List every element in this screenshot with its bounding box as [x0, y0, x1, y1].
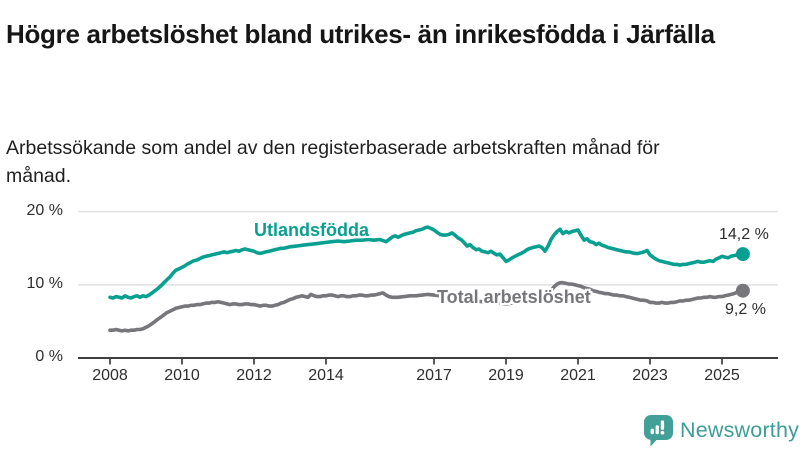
series-line-utlandsfodda	[108, 225, 745, 300]
chart-subtitle: Arbetssökande som andel av den registerb…	[6, 136, 660, 187]
series-line-total	[108, 280, 745, 333]
x-axis-label: 2012	[236, 367, 272, 384]
x-axis-label: 2019	[488, 367, 524, 384]
series-label-utlandsfodda: Utlandsfödda	[254, 220, 369, 240]
x-axis-label: 2023	[632, 367, 668, 384]
x-axis-label: 2017	[416, 367, 452, 384]
x-axis-label: 2010	[164, 367, 200, 384]
y-axis-label: 10 %	[26, 274, 63, 292]
chart-title: Högre arbetslöshet bland utrikes- än inr…	[6, 19, 715, 50]
series-end-dot-utlandsfodda	[735, 247, 750, 262]
x-axis-label: 2008	[92, 367, 128, 384]
y-axis-label: 20 %	[26, 201, 63, 219]
newsworthy-icon	[644, 414, 673, 446]
x-axis-label: 2025	[704, 367, 740, 384]
x-axis-label: 2021	[560, 367, 596, 384]
end-value-label-total: 9,2 %	[725, 301, 766, 318]
series-end-dot-total	[735, 283, 750, 298]
y-axis-label: 0 %	[35, 348, 63, 365]
end-value-label-utlandsfodda: 14,2 %	[719, 226, 769, 243]
x-axis-label: 2014	[308, 367, 344, 384]
newsworthy-logo[interactable]: Newsworthy	[644, 414, 799, 447]
series-label-total-arbetsloshet: Total arbetslöshet	[437, 287, 591, 307]
newsworthy-wordmark: Newsworthy	[680, 418, 800, 442]
